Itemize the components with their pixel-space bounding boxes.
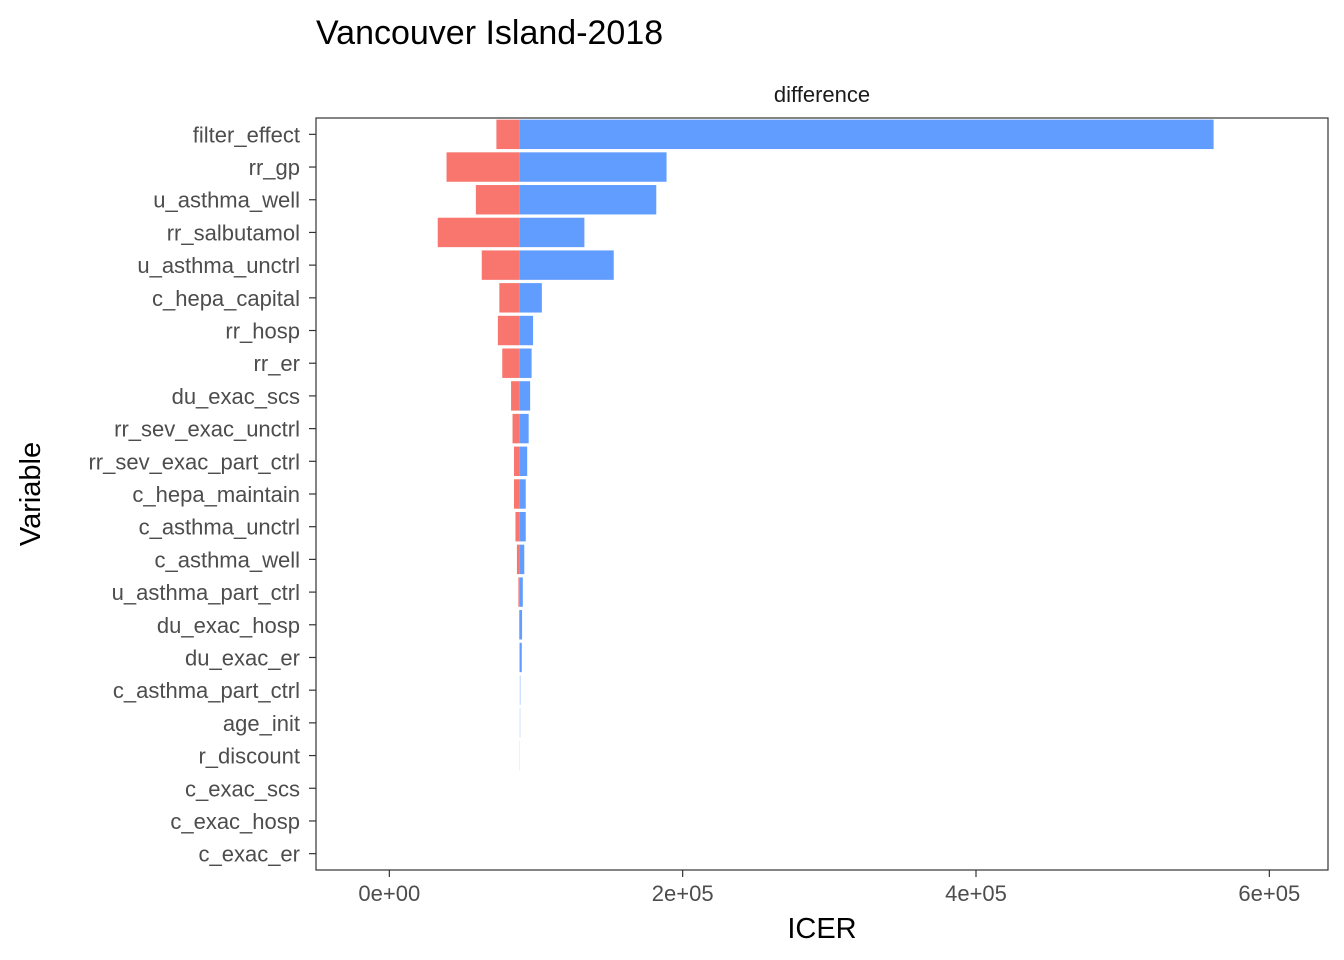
bars-group xyxy=(437,119,1214,771)
facet-label: difference xyxy=(774,82,870,107)
x-axis-title: ICER xyxy=(787,913,856,945)
bar-low xyxy=(502,348,520,378)
bar-low xyxy=(512,413,520,444)
y-tick-label: c_exac_hosp xyxy=(170,809,300,834)
bar-low xyxy=(515,511,520,542)
y-tick-label: u_asthma_unctrl xyxy=(137,253,300,278)
y-axis: filter_effect rr_gp u_asthma_well rr_salbut… xyxy=(88,122,316,867)
bar-high xyxy=(519,315,534,346)
x-tick-label: 0e+00 xyxy=(358,881,420,906)
y-tick-label: rr_hosp xyxy=(225,319,300,344)
bar-high xyxy=(519,511,526,542)
bar-high xyxy=(519,642,522,673)
bar-high xyxy=(519,479,526,509)
y-tick-label: rr_er xyxy=(254,351,300,376)
bar-high xyxy=(519,185,657,215)
bar-low xyxy=(516,544,520,575)
bar-high xyxy=(519,381,531,411)
bar-low xyxy=(514,479,520,509)
y-tick-label: rr_sev_exac_part_ctrl xyxy=(88,449,300,474)
bar-high xyxy=(519,119,1214,150)
bar-low xyxy=(514,446,520,477)
bar-low xyxy=(496,119,520,150)
bar-low xyxy=(499,283,520,313)
chart-title: Vancouver Island-2018 xyxy=(316,14,663,52)
y-tick-label: age_init xyxy=(223,711,300,736)
y-tick-label: c_hepa_capital xyxy=(152,286,300,311)
x-axis: 0e+00 2e+05 4e+05 6e+05 xyxy=(358,870,1300,906)
bar-low xyxy=(475,185,520,215)
bar-low xyxy=(481,250,520,280)
y-tick-label: c_asthma_unctrl xyxy=(139,515,300,540)
bar-high xyxy=(519,152,667,182)
bar-high xyxy=(519,217,585,248)
bar-low xyxy=(437,217,520,248)
bar-high xyxy=(519,348,532,378)
y-tick-label: c_asthma_part_ctrl xyxy=(113,678,300,703)
y-tick-label: rr_sev_exac_unctrl xyxy=(114,417,300,442)
bar-low xyxy=(497,315,520,346)
bar-high xyxy=(519,610,523,640)
y-tick-label: c_exac_scs xyxy=(185,776,300,801)
bar-low xyxy=(446,152,520,182)
bar-low xyxy=(519,610,520,640)
bar-high xyxy=(519,577,523,607)
bar-high xyxy=(519,544,525,575)
bar-high xyxy=(519,446,528,477)
facet-strip xyxy=(316,79,1328,111)
y-axis-title: Variable xyxy=(15,442,47,546)
y-tick-label: filter_effect xyxy=(193,122,300,147)
y-tick-label: du_exac_er xyxy=(185,645,300,670)
y-tick-label: c_exac_er xyxy=(198,842,300,867)
bar-high xyxy=(519,413,529,444)
x-tick-label: 4e+05 xyxy=(945,881,1007,906)
y-tick-label: rr_salbutamol xyxy=(167,220,300,245)
bar-high xyxy=(519,283,542,313)
y-tick-label: rr_gp xyxy=(249,155,300,180)
x-tick-label: 2e+05 xyxy=(652,881,714,906)
bar-low xyxy=(518,577,520,607)
y-tick-label: u_asthma_part_ctrl xyxy=(112,580,300,605)
y-tick-label: c_hepa_maintain xyxy=(132,482,300,507)
bar-low xyxy=(511,381,520,411)
y-tick-label: c_asthma_well xyxy=(154,547,300,572)
x-tick-label: 6e+05 xyxy=(1238,881,1300,906)
y-tick-label: du_exac_scs xyxy=(172,384,300,409)
y-tick-label: u_asthma_well xyxy=(153,188,300,213)
y-tick-label: r_discount xyxy=(198,744,300,769)
bar-high xyxy=(519,250,614,280)
y-tick-label: du_exac_hosp xyxy=(157,613,300,638)
